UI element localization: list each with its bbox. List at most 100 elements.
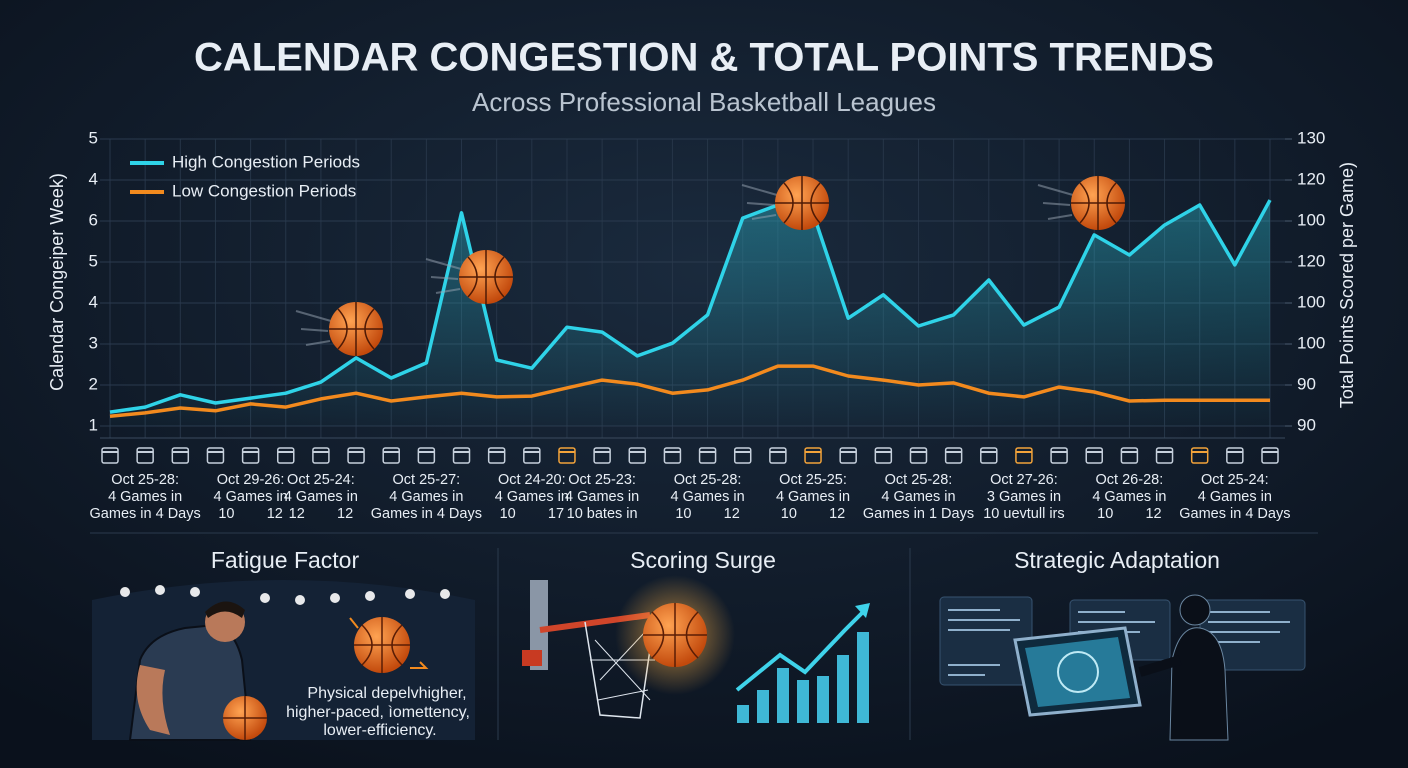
- motion-streak: [425, 258, 462, 294]
- x-tick-label: Games in 1 Days: [863, 506, 974, 522]
- calendar-icon: [980, 447, 998, 464]
- y2-tick-label: 90: [1297, 415, 1316, 434]
- calendar-icon: [804, 447, 822, 464]
- x-tick-label: 4 Games in: [565, 489, 639, 505]
- panel-text: lower-efficiency.: [323, 722, 436, 739]
- motion-streak: [295, 310, 332, 346]
- x-tick-label: Oct 24-20:: [498, 472, 566, 488]
- x-tick-label: 4 Games in: [670, 489, 744, 505]
- x-tick-label: 4 Games in: [776, 489, 850, 505]
- y2-axis-title: Total Points Scored per Game): [1337, 162, 1357, 408]
- x-tick-label: 4 Games in: [108, 489, 182, 505]
- y-tick-label: 2: [89, 374, 98, 393]
- calendar-icon: [839, 447, 857, 464]
- y2-tick-label: 130: [1297, 128, 1325, 147]
- x-tick-label: 10 uevtull irs: [983, 506, 1064, 522]
- legend-label: High Congestion Periods: [172, 152, 360, 171]
- calendar-icon: [874, 447, 893, 464]
- x-tick-label: 10 12: [218, 506, 283, 522]
- x-tick-label: 4 Games in: [284, 489, 358, 505]
- x-tick-label: Oct 29-26:: [217, 472, 285, 488]
- x-tick-label: 4 Games in: [389, 489, 463, 505]
- basketball-seam: [775, 176, 829, 230]
- y2-tick-label: 100: [1297, 210, 1325, 229]
- y-tick-label: 6: [89, 210, 98, 229]
- x-tick-label: 4 Games in: [214, 489, 288, 505]
- calendar-icon: [452, 447, 471, 464]
- calendar-icon: [558, 447, 576, 464]
- y2-tick-label: 100: [1297, 292, 1325, 311]
- plot: 1 2 3 4 5 6 4 5 90 90 100 100 120 100 120 130 Oct 25-28:…: [89, 128, 1326, 521]
- x-tick-label: Oct 25-23:: [568, 472, 636, 488]
- calendar-icon: [277, 447, 295, 464]
- panel-title: Strategic Adaptation: [1014, 547, 1220, 573]
- basketball-seam: [1071, 176, 1125, 230]
- y-tick-label: 3: [89, 333, 98, 352]
- calendar-icon: [1155, 447, 1174, 464]
- x-tick-label: Oct 26-28:: [1096, 472, 1164, 488]
- y2-tick-label: 90: [1297, 374, 1316, 393]
- x-tick-label: Oct 25-27:: [393, 472, 461, 488]
- x-tick-label: 3 Games in: [987, 489, 1061, 505]
- x-tick-label: 10 12: [781, 506, 846, 522]
- x-tick-label: Games in 4 Days: [1179, 506, 1290, 522]
- line: [109, 364, 1270, 418]
- y-tick-label: 1: [89, 415, 98, 434]
- calendar-icon: [909, 447, 928, 464]
- x-tick-label: 4 Games in: [1092, 489, 1166, 505]
- calendar-icon: [523, 447, 541, 464]
- line: [109, 199, 1272, 414]
- legend: High Congestion Periods Low Congestion Pe…: [130, 152, 360, 200]
- calendar-icon: [733, 447, 752, 464]
- calendar-icon: [382, 447, 400, 464]
- calendar-icon: [487, 447, 506, 464]
- calendar-icon: [312, 447, 330, 464]
- calendar-icon: [171, 447, 190, 464]
- panel-text: Physical depelvhigher,: [307, 685, 466, 702]
- calendar-icon: [698, 447, 717, 464]
- calendar-icon: [241, 447, 260, 464]
- calendar-icon: [1015, 447, 1033, 464]
- y-tick-label: 4: [89, 169, 98, 188]
- basketball-seam: [329, 302, 383, 356]
- calendar-icon: [1190, 447, 1209, 464]
- panel-title: Scoring Surge: [630, 547, 776, 573]
- calendar-icon: [1120, 447, 1139, 464]
- calendar-icon: [663, 447, 682, 464]
- x-tick-label: Oct 25-28:: [674, 472, 742, 488]
- calendar-icon: [1050, 447, 1068, 464]
- x-tick-label: 12 12: [289, 506, 354, 522]
- x-tick-label: Oct 25-24:: [287, 472, 355, 488]
- title: CALENDAR CONGESTION & TOTAL POINTS TREND…: [194, 36, 1214, 80]
- y-tick-label: 4: [89, 292, 98, 311]
- subtitle: Across Professional Basketball Leagues: [472, 87, 936, 117]
- x-tick-label: Oct 27-26:: [990, 472, 1058, 488]
- panel-text: higher-paced, ìomettency,: [286, 704, 470, 721]
- x-tick-label: 10 17: [500, 506, 565, 522]
- x-tick-label: Oct 25-28:: [111, 472, 179, 488]
- strategy-illustration: [939, 594, 1306, 741]
- calendar-icon: [101, 447, 119, 464]
- x-tick-label: Oct 25-24:: [1201, 472, 1269, 488]
- calendar-icon: [417, 447, 436, 464]
- x-tick-label: Games in 4 Days: [371, 506, 482, 522]
- y2-tick-label: 120: [1297, 251, 1325, 270]
- x-tick-label: 4 Games in: [1198, 489, 1272, 505]
- y-tick-label: 5: [89, 251, 98, 270]
- area: [110, 200, 1270, 426]
- calendar-icon: [628, 447, 647, 464]
- calendar-icon: [136, 447, 154, 464]
- calendar-icon: [347, 447, 365, 464]
- scoring-illustration: [522, 575, 870, 723]
- motion-streak: [741, 184, 778, 220]
- fatigue-illustration: [92, 580, 475, 741]
- calendar-icon: [1226, 447, 1244, 464]
- calendar-icon: [769, 447, 787, 464]
- calendar-icon: [1085, 447, 1103, 464]
- basketball-seam: [459, 250, 513, 304]
- calendar-icon: [593, 447, 611, 464]
- x-tick-label: Oct 25-28:: [885, 472, 953, 488]
- y-tick-label: 5: [89, 128, 98, 147]
- panel-title: Fatigue Factor: [211, 547, 360, 573]
